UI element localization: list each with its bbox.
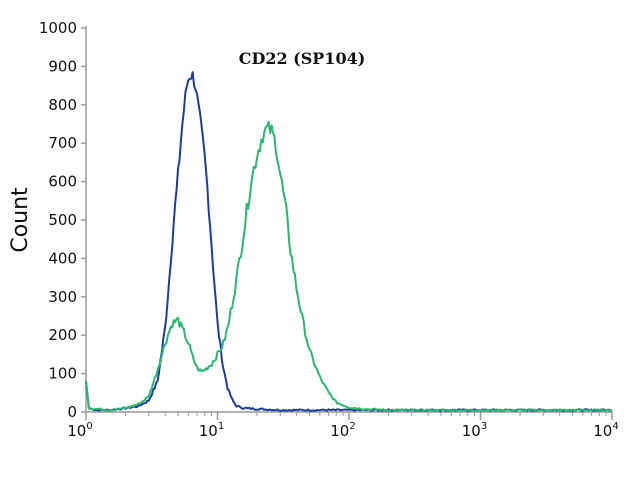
- y-tick-label: 600: [48, 173, 77, 191]
- series-layer: [85, 71, 613, 412]
- x-tick-base: 10: [462, 422, 481, 440]
- y-ticks: 0 100 200 300 400 500 600 700 800 900 1000: [39, 19, 86, 421]
- x-tick-base: 10: [593, 422, 612, 440]
- x-tick-label: 100: [67, 421, 92, 440]
- x-tick-exponent: 2: [349, 421, 355, 432]
- x-tick-label: 101: [199, 421, 224, 440]
- y-tick-label: 400: [48, 249, 77, 267]
- y-tick-label: 300: [48, 288, 77, 306]
- axes: [85, 26, 612, 413]
- series-line-2: [85, 120, 613, 412]
- x-tick-label: 104: [593, 421, 618, 440]
- x-tick-base: 10: [330, 422, 349, 440]
- x-ticks: 100 101 102 103 104: [67, 412, 619, 440]
- x-tick-exponent: 3: [481, 421, 487, 432]
- series-line-1: [85, 71, 613, 412]
- y-tick-label: 800: [48, 96, 77, 114]
- y-tick-label: 0: [67, 403, 77, 421]
- y-axis-label: Count: [8, 187, 33, 253]
- y-tick-label: 500: [48, 211, 77, 229]
- x-tick-exponent: 1: [218, 421, 224, 432]
- y-tick-label: 100: [48, 365, 77, 383]
- x-tick-label: 102: [330, 421, 355, 440]
- x-tick-exponent: 0: [86, 421, 92, 432]
- x-tick-label: 103: [462, 421, 487, 440]
- y-tick-label: 900: [48, 57, 77, 75]
- x-tick-exponent: 4: [612, 421, 618, 432]
- chart-title: CD22 (SP104): [239, 49, 366, 68]
- y-tick-label: 200: [48, 326, 77, 344]
- y-tick-label: 1000: [39, 19, 77, 37]
- x-tick-base: 10: [199, 422, 218, 440]
- y-tick-label: 700: [48, 134, 77, 152]
- x-tick-base: 10: [67, 422, 86, 440]
